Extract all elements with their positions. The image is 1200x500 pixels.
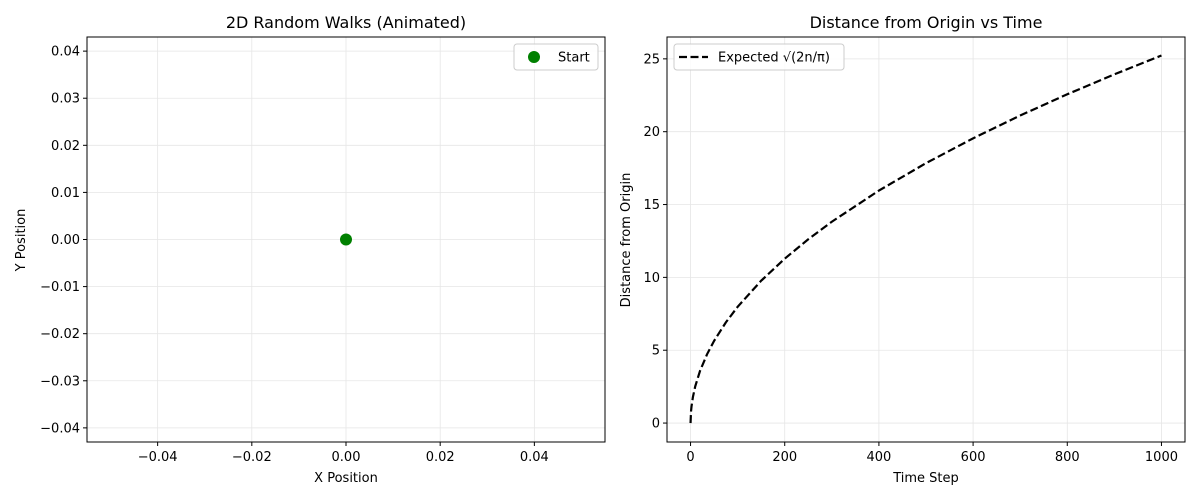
right-ytick-label: 5 bbox=[652, 344, 660, 359]
right-ytick-label: 20 bbox=[643, 125, 660, 140]
left-legend-box bbox=[513, 43, 599, 71]
left-xtick-label: −0.02 bbox=[232, 450, 272, 465]
right-xtick-label: 600 bbox=[961, 450, 986, 465]
right-chart-ylabel: Distance from Origin bbox=[619, 173, 634, 308]
right-ytick-label: 15 bbox=[643, 198, 660, 213]
left-ytick-label: −0.01 bbox=[40, 280, 80, 295]
left-legend-label: Start bbox=[558, 51, 590, 66]
right-chart-panel: Distance from Origin vs Time Time Step D… bbox=[619, 13, 1186, 486]
left-ytick-label: 0.00 bbox=[51, 233, 80, 248]
left-chart-ylabel: Y Position bbox=[14, 209, 29, 273]
right-xtick-label: 800 bbox=[1055, 450, 1080, 465]
left-ytick-label: −0.04 bbox=[40, 421, 80, 436]
left-ytick-label: 0.03 bbox=[51, 92, 80, 107]
right-chart-title: Distance from Origin vs Time bbox=[810, 13, 1043, 32]
left-chart-xlabel: X Position bbox=[314, 471, 378, 486]
right-series-line bbox=[689, 54, 1162, 424]
left-chart-panel: 2D Random Walks (Animated) X Position Y … bbox=[14, 13, 606, 486]
right-legend-label: Expected √(2n/π) bbox=[718, 51, 830, 66]
right-legend-box bbox=[673, 43, 845, 71]
left-ytick-label: 0.04 bbox=[51, 45, 80, 60]
left-chart-title: 2D Random Walks (Animated) bbox=[226, 13, 466, 32]
left-xtick-label: 0.04 bbox=[520, 450, 549, 465]
right-xtick-label: 200 bbox=[772, 450, 797, 465]
right-chart-xlabel: Time Step bbox=[892, 471, 959, 486]
left-ytick-label: 0.02 bbox=[51, 139, 80, 154]
left-ytick-label: −0.02 bbox=[40, 327, 80, 342]
left-data-point bbox=[340, 233, 352, 246]
left-xtick-label: 0.00 bbox=[332, 450, 361, 465]
right-ytick-label: 10 bbox=[643, 271, 660, 286]
right-xtick-label: 0 bbox=[686, 450, 694, 465]
right-ytick-label: 25 bbox=[643, 52, 660, 67]
left-xtick-label: 0.02 bbox=[426, 450, 455, 465]
right-ytick-label: 0 bbox=[652, 417, 660, 432]
right-xtick-label: 1000 bbox=[1145, 450, 1178, 465]
left-ytick-label: 0.01 bbox=[51, 186, 80, 201]
left-xtick-label: −0.04 bbox=[138, 450, 178, 465]
right-xtick-label: 400 bbox=[866, 450, 891, 465]
left-ytick-label: −0.03 bbox=[40, 374, 80, 389]
left-legend-marker bbox=[528, 51, 540, 63]
right-axes-frame bbox=[666, 36, 1186, 443]
